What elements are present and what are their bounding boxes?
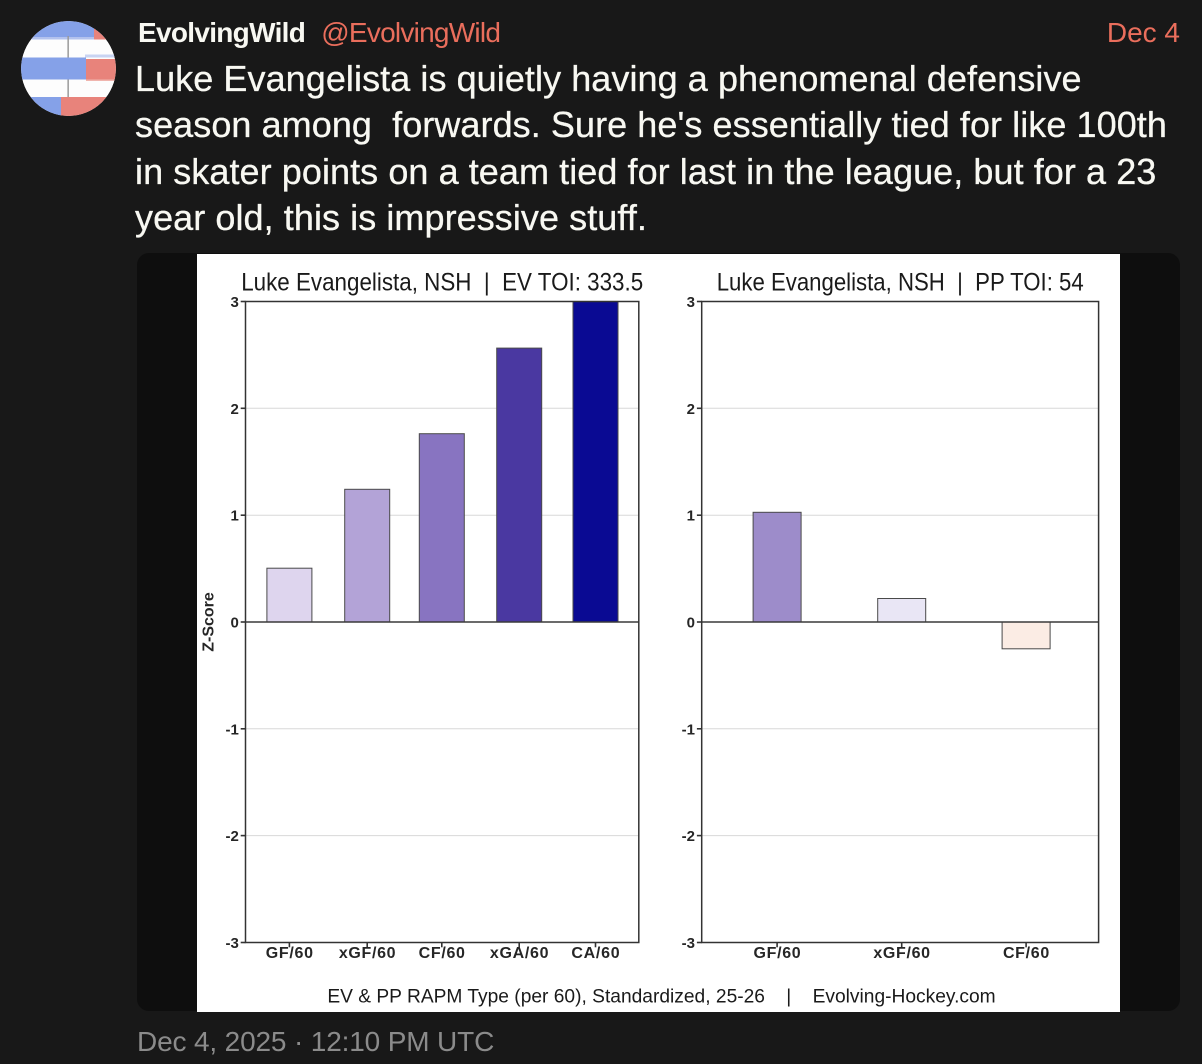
svg-text:CF/60: CF/60 xyxy=(1002,945,1048,962)
svg-text:Luke Evangelista, NSH | EV T: Luke Evangelista, NSH | EV TOI: 333.5 xyxy=(241,269,643,296)
svg-text:CA/60: CA/60 xyxy=(571,945,619,962)
svg-text:xGF/60: xGF/60 xyxy=(873,945,930,962)
svg-text:-1: -1 xyxy=(225,721,238,738)
svg-text:2: 2 xyxy=(686,400,694,417)
svg-text:xGF/60: xGF/60 xyxy=(338,945,395,962)
svg-text:1: 1 xyxy=(686,507,694,524)
svg-text:xGA/60: xGA/60 xyxy=(489,945,548,962)
svg-text:GF/60: GF/60 xyxy=(265,945,312,962)
svg-text:3: 3 xyxy=(230,294,238,311)
svg-text:-2: -2 xyxy=(681,828,694,845)
svg-text:1: 1 xyxy=(230,507,238,524)
svg-text:EV & PP RAPM Type (per 60), St: EV & PP RAPM Type (per 60), Standardized… xyxy=(327,986,995,1007)
svg-text:2: 2 xyxy=(230,400,238,417)
svg-text:-2: -2 xyxy=(225,828,238,845)
svg-text:-3: -3 xyxy=(225,935,238,952)
svg-text:Luke Evangelista, NSH | PP T: Luke Evangelista, NSH | PP TOI: 54 xyxy=(716,269,1083,296)
svg-text:0: 0 xyxy=(686,614,694,631)
svg-text:-1: -1 xyxy=(681,721,694,738)
svg-text:CF/60: CF/60 xyxy=(418,945,464,962)
svg-text:3: 3 xyxy=(686,294,694,311)
svg-text:-3: -3 xyxy=(681,935,694,952)
svg-text:0: 0 xyxy=(230,614,238,631)
svg-text:GF/60: GF/60 xyxy=(753,945,800,962)
svg-text:Z-Score: Z-Score xyxy=(200,592,217,652)
